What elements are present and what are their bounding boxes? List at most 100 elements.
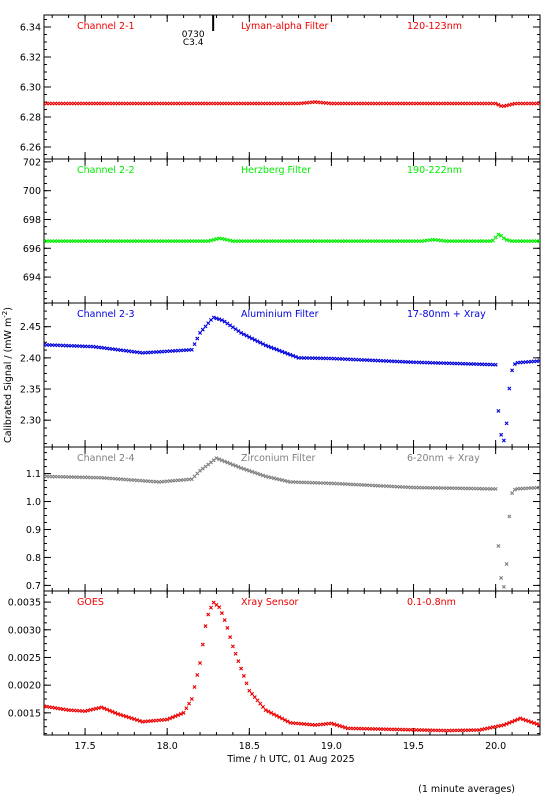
band-label: 190-222nm <box>407 165 462 176</box>
x-tick-label: 18.5 <box>239 741 260 752</box>
data-point <box>488 725 493 730</box>
y-tick-label: 1.0 <box>26 497 41 508</box>
data-point <box>137 718 142 723</box>
data-point <box>260 704 265 709</box>
data-point <box>496 544 501 549</box>
data-point <box>219 318 224 323</box>
data-point <box>132 717 137 722</box>
y-tick-label: 1.1 <box>26 469 41 480</box>
flare-marker: 0730 C3.4 <box>182 15 215 48</box>
data-point <box>504 721 509 726</box>
data-point <box>537 485 540 490</box>
x-tick-label: 19.5 <box>403 741 424 752</box>
data-point <box>126 715 131 720</box>
data-point <box>255 471 260 476</box>
data-point <box>222 237 227 242</box>
data-point <box>269 475 274 480</box>
channel-label: Channel 2-4 <box>77 453 135 464</box>
data-point <box>118 712 123 717</box>
data-point <box>507 386 512 391</box>
data-point <box>504 103 509 108</box>
data-point <box>285 719 290 724</box>
data-point <box>501 104 506 109</box>
data-point <box>203 624 208 629</box>
data-point <box>521 717 526 722</box>
y-tick-label: 702 <box>23 157 41 168</box>
data-point <box>198 661 203 665</box>
y-tick-label: 0.0020 <box>8 681 41 692</box>
channel-label: Channel 2-3 <box>77 309 135 320</box>
data-point <box>195 336 200 341</box>
data-point <box>510 102 515 107</box>
data-point <box>239 330 244 335</box>
data-point <box>104 707 109 712</box>
data-point <box>512 362 517 367</box>
data-point <box>266 344 271 349</box>
series-markers <box>44 456 540 589</box>
data-point <box>501 584 506 589</box>
data-point <box>247 688 252 693</box>
data-point <box>534 721 539 726</box>
data-point <box>510 368 515 373</box>
data-point <box>228 461 233 466</box>
data-point <box>482 726 487 731</box>
band-label: 0.1-0.8nm <box>407 597 456 608</box>
data-point <box>85 708 90 713</box>
x-axis-label: Time / h UTC, 01 Aug 2025 <box>226 754 354 765</box>
data-point <box>260 342 265 346</box>
data-point <box>496 232 501 237</box>
data-point <box>219 236 224 241</box>
filter-label: Aluminium Filter <box>241 309 319 320</box>
data-point <box>91 707 96 712</box>
data-point <box>222 319 227 324</box>
data-point <box>537 722 540 727</box>
y-tick-label: 0.0035 <box>8 598 41 609</box>
data-point <box>504 237 509 242</box>
data-point <box>214 237 219 242</box>
data-point <box>258 701 263 706</box>
data-point <box>113 710 118 715</box>
data-point <box>255 339 260 344</box>
data-point <box>255 698 260 703</box>
data-point <box>230 644 235 649</box>
data-point <box>189 347 194 352</box>
y-tick-label: 2.45 <box>20 322 41 333</box>
data-point <box>167 716 172 721</box>
data-point <box>269 710 274 715</box>
data-point <box>529 720 534 725</box>
data-point <box>274 476 279 481</box>
y-tick-label: 0.0025 <box>8 653 41 664</box>
data-point <box>250 336 255 341</box>
data-point <box>274 347 279 352</box>
y-tick-label: 6.28 <box>20 113 41 124</box>
y-axis-label: Calibrated Signal / (mW m-2) <box>1 307 14 443</box>
y-tick-label: 0.9 <box>26 525 41 536</box>
data-point <box>225 625 230 630</box>
data-point <box>501 236 506 241</box>
data-point <box>512 487 517 492</box>
data-point <box>83 709 88 714</box>
data-point <box>244 681 249 686</box>
data-point <box>206 239 211 244</box>
data-point <box>260 473 265 478</box>
data-point <box>537 239 540 244</box>
data-point <box>247 468 252 473</box>
data-point <box>236 659 241 664</box>
data-point <box>531 721 536 725</box>
y-tick-label: 0.0015 <box>8 708 41 719</box>
data-point <box>225 460 230 465</box>
data-point <box>107 708 112 713</box>
data-point <box>241 673 246 678</box>
panel-frame <box>43 14 541 160</box>
data-point <box>501 438 506 443</box>
data-point <box>271 712 276 717</box>
data-point <box>282 350 287 355</box>
data-point <box>518 716 523 721</box>
data-point <box>274 713 279 718</box>
data-point <box>477 728 482 733</box>
data-point <box>252 337 257 342</box>
data-point <box>219 611 224 616</box>
data-point <box>222 618 227 623</box>
series-markers <box>44 100 540 109</box>
